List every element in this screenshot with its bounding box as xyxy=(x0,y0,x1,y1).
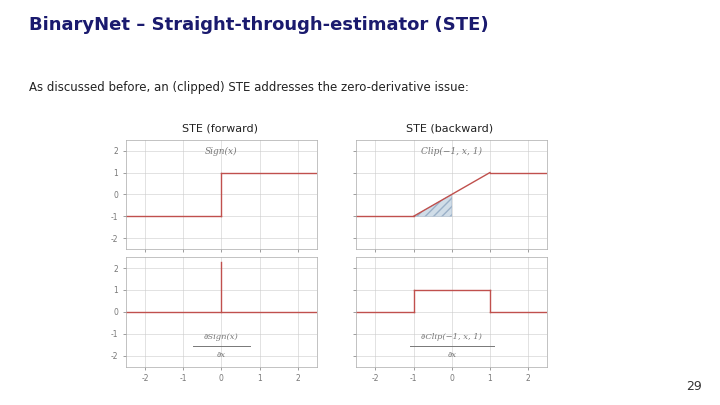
Text: ∂Sign(x): ∂Sign(x) xyxy=(204,333,239,341)
Text: As discussed before, an (clipped) STE addresses the zero-derivative issue:: As discussed before, an (clipped) STE ad… xyxy=(29,81,469,94)
Text: 29: 29 xyxy=(686,380,702,393)
Text: BinaryNet – Straight-through-estimator (STE): BinaryNet – Straight-through-estimator (… xyxy=(29,16,488,34)
Text: STE (forward): STE (forward) xyxy=(181,124,258,134)
Text: ∂Clip(−1, x, 1): ∂Clip(−1, x, 1) xyxy=(421,333,482,341)
Text: ∂x: ∂x xyxy=(447,351,456,359)
Text: ∂x: ∂x xyxy=(217,351,226,359)
Polygon shape xyxy=(413,194,452,216)
Text: STE (backward): STE (backward) xyxy=(406,124,494,134)
Text: Sign(x): Sign(x) xyxy=(205,147,238,156)
Text: Clip(−1, x, 1): Clip(−1, x, 1) xyxy=(421,147,482,156)
